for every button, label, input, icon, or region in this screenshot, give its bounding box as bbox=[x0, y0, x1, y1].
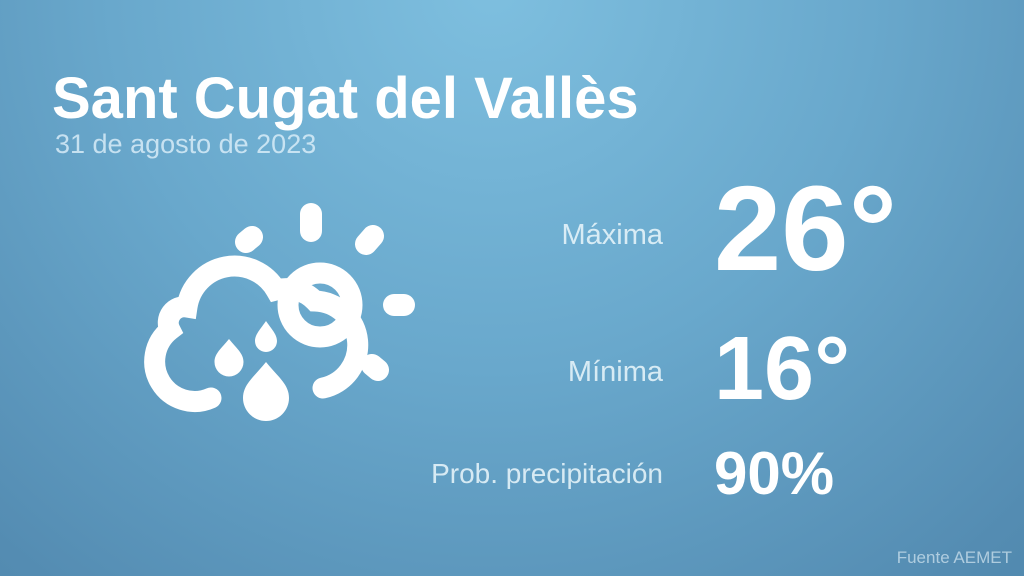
location-title: Sant Cugat del Vallès bbox=[52, 66, 639, 131]
sun-circle bbox=[277, 262, 363, 348]
sun-behind-rain-cloud-icon bbox=[144, 203, 415, 421]
forecast-date: 31 de agosto de 2023 bbox=[55, 129, 317, 159]
rain-drops bbox=[214, 321, 289, 421]
sun-rays bbox=[235, 203, 415, 381]
precipitation-label: Prob. precipitación bbox=[431, 458, 663, 489]
max-temp-value: 26° bbox=[714, 160, 897, 296]
cloud-outline bbox=[144, 255, 369, 412]
min-temp-value: 16° bbox=[714, 319, 851, 419]
min-temp-label: Mínima bbox=[567, 356, 663, 388]
source-attribution: Fuente AEMET bbox=[896, 548, 1012, 567]
max-temp-label: Máxima bbox=[561, 219, 663, 251]
precipitation-value: 90% bbox=[714, 440, 835, 507]
